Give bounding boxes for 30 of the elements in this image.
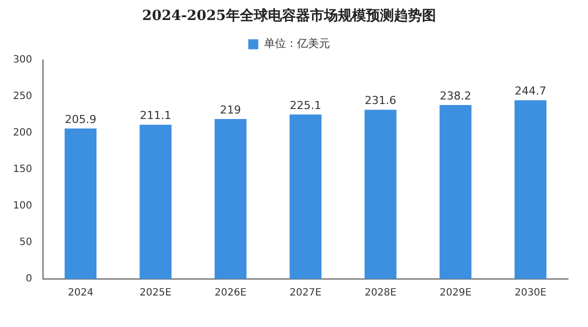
- bar: [440, 104, 472, 279]
- x-tick-label: 2027E: [290, 288, 322, 299]
- data-label: 244.7: [514, 84, 546, 98]
- bar: [364, 110, 396, 279]
- x-tick-label: 2024: [68, 288, 94, 299]
- x-tick-label: 2030E: [514, 288, 546, 299]
- bar: [64, 128, 97, 279]
- y-tick-label: 150: [12, 164, 32, 175]
- y-tick-label: 50: [19, 237, 32, 248]
- bar: [514, 100, 546, 279]
- y-tick-label: 250: [12, 90, 32, 102]
- x-tick-label: 2029E: [440, 288, 472, 299]
- y-tick-label: 300: [12, 54, 32, 66]
- bar: [140, 124, 172, 279]
- x-tick-label: 2026E: [214, 288, 246, 299]
- bar: [214, 118, 246, 279]
- legend-label: 单位：亿美元: [264, 37, 330, 50]
- x-tick-label: 2028E: [364, 288, 396, 299]
- y-tick-label: 100: [12, 200, 32, 212]
- data-label: 205.9: [64, 112, 96, 126]
- chart-title: 2024-2025年全球电容器市场规模预测趋势图: [142, 7, 436, 24]
- data-label: 219: [220, 103, 242, 116]
- data-label: 211.1: [140, 109, 172, 122]
- bar: [290, 114, 322, 279]
- x-tick-label: 2025E: [140, 288, 172, 299]
- y-tick-label: 0: [26, 274, 32, 285]
- data-label: 231.6: [364, 94, 396, 108]
- data-label: 225.1: [290, 98, 322, 112]
- y-tick-label: 200: [12, 127, 32, 138]
- data-label: 238.2: [440, 89, 472, 102]
